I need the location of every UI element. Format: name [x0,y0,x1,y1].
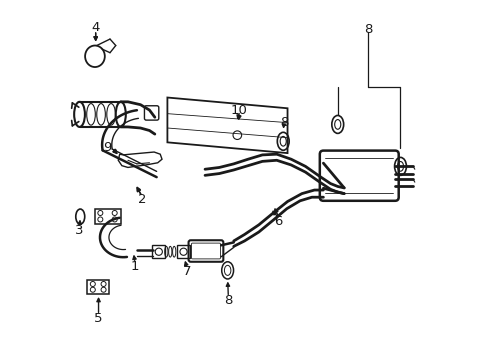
Text: 9: 9 [103,141,111,154]
Text: 5: 5 [94,311,102,325]
Text: 8: 8 [363,23,372,36]
Text: 2: 2 [138,193,146,206]
Text: 10: 10 [230,104,247,117]
Text: 8: 8 [224,294,232,307]
Text: 8: 8 [279,116,287,129]
Text: 1: 1 [131,260,139,273]
Text: 3: 3 [75,224,83,237]
Text: 4: 4 [91,21,100,34]
Text: 7: 7 [183,265,191,278]
Text: 6: 6 [274,215,282,228]
